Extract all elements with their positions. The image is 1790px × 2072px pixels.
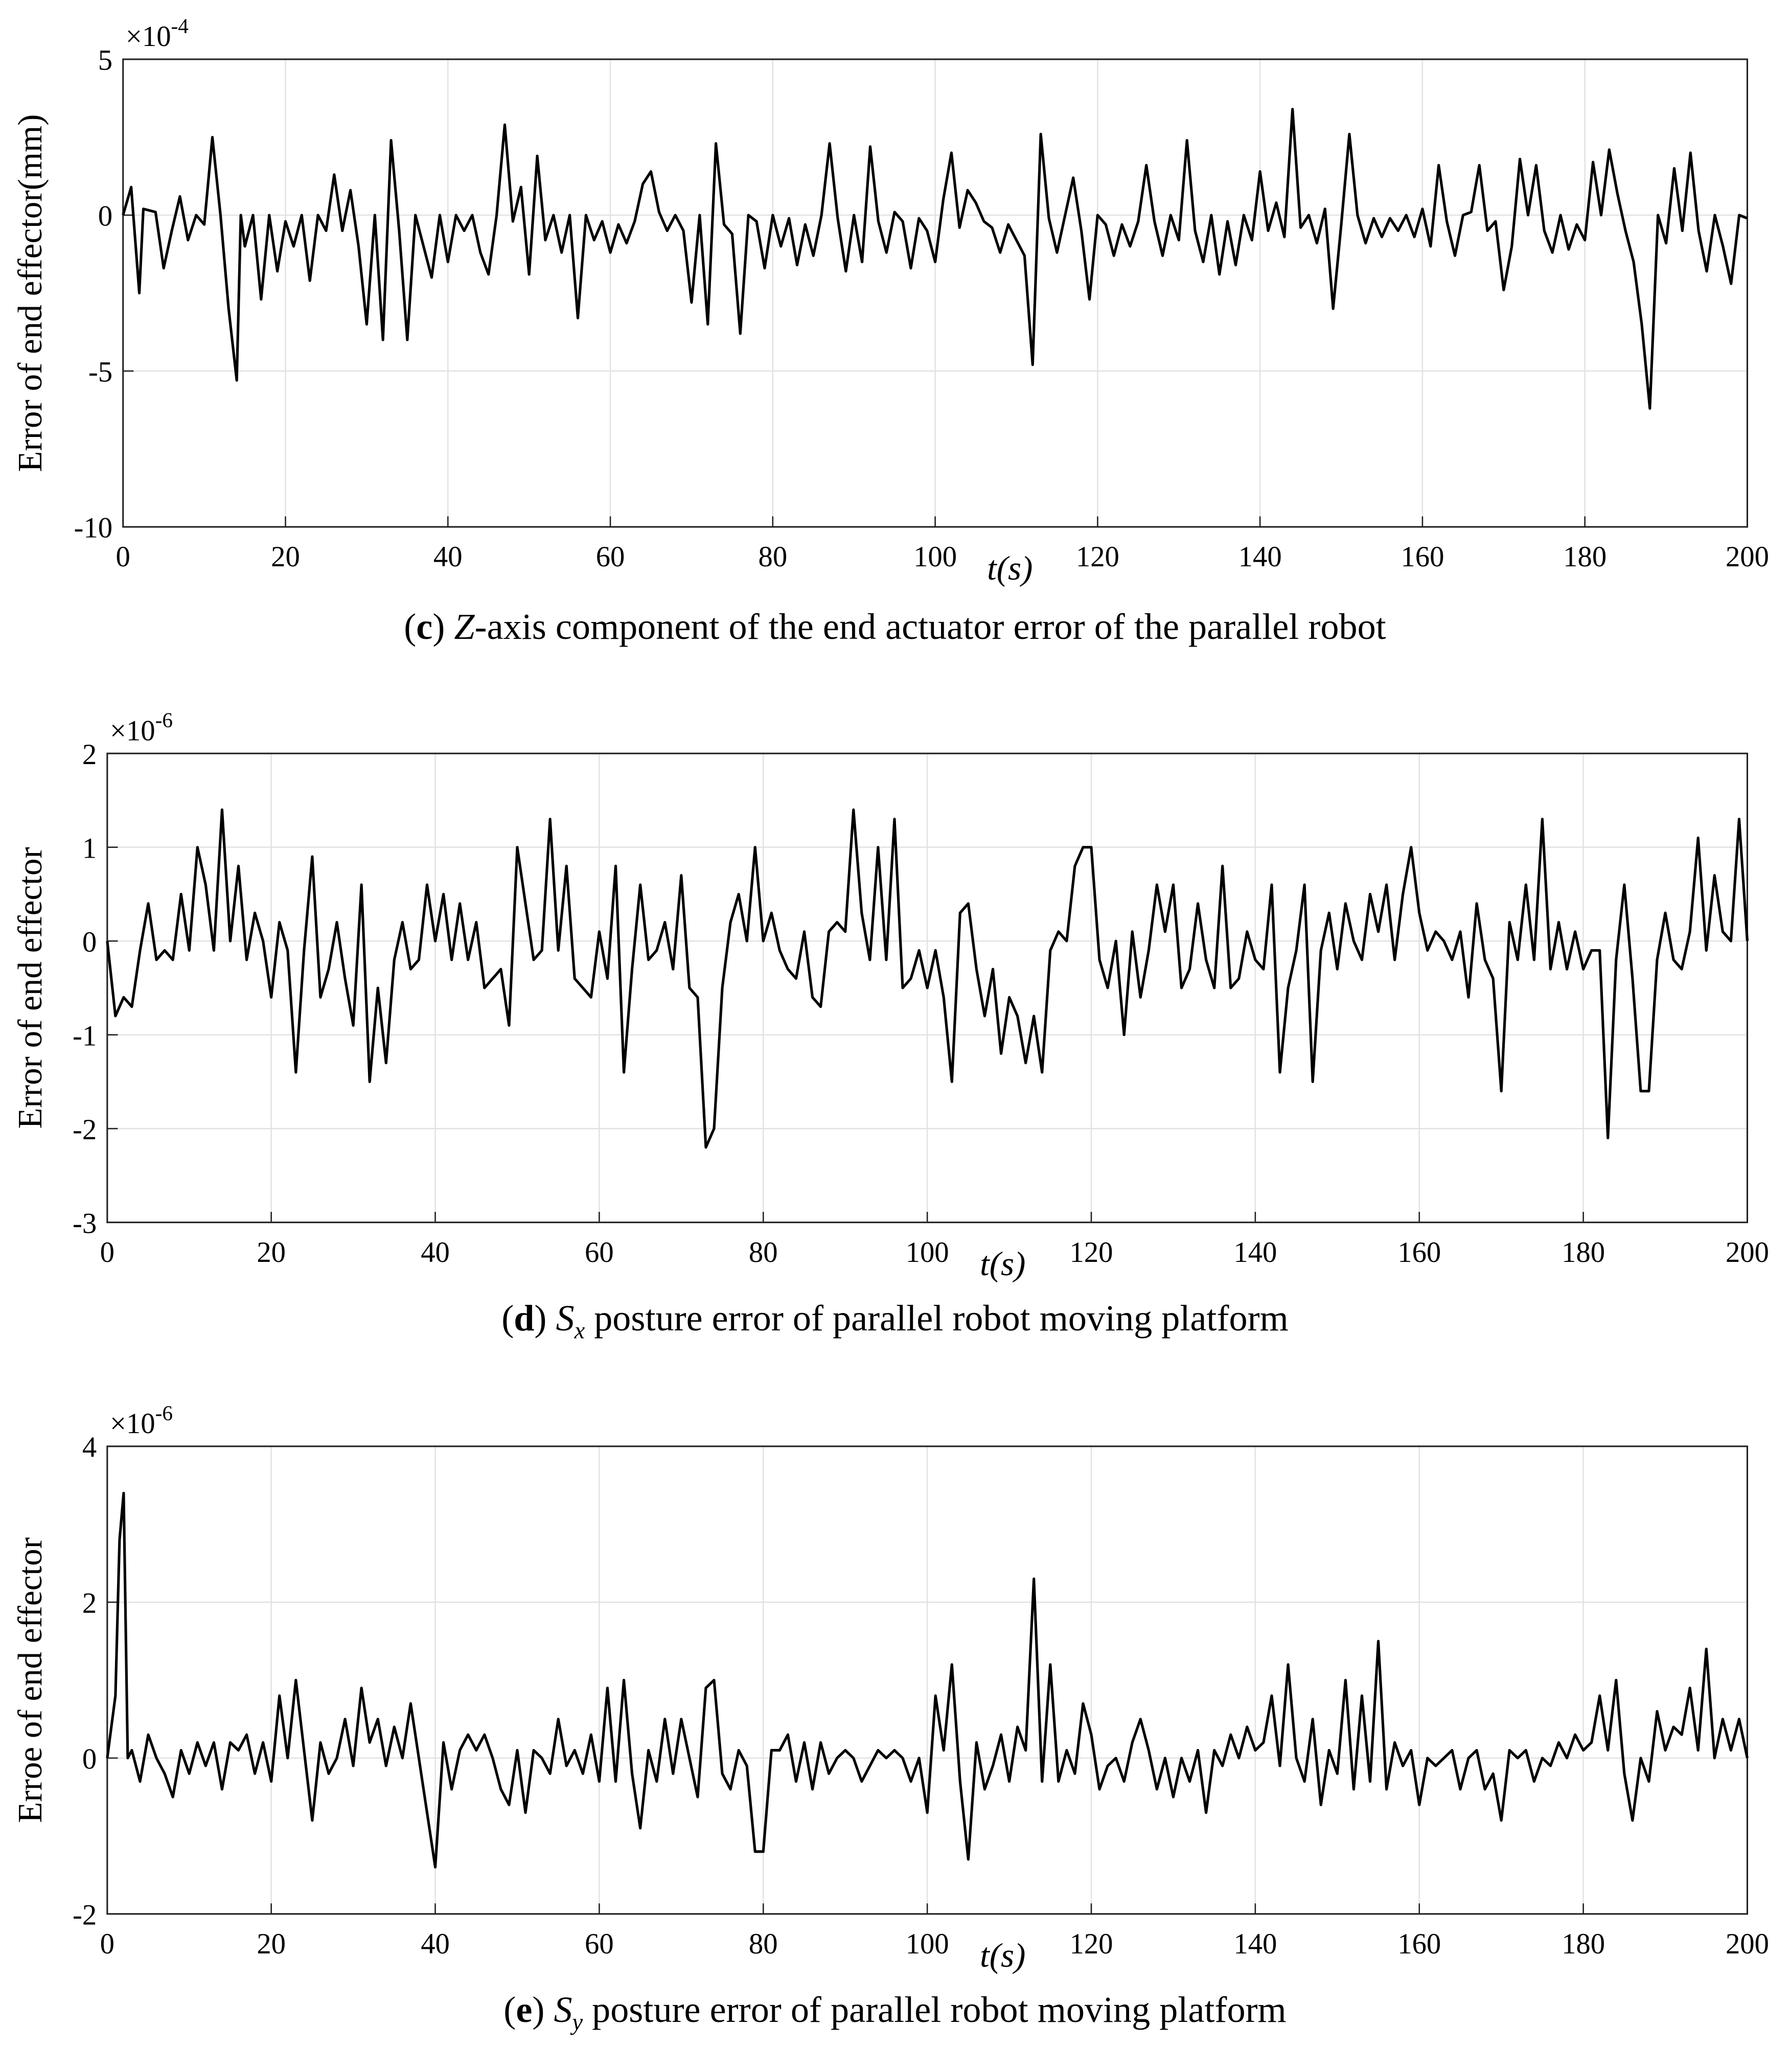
caption-run: ) [534,1298,556,1339]
x-tick-label: 60 [585,1928,614,1960]
x-tick-label: 160 [1397,1928,1441,1960]
y-tick-label: -5 [88,356,112,388]
caption-run: S [554,1989,572,2030]
exponent-power: -6 [155,708,173,732]
caption-run: -axis component of the end actuator erro… [475,606,1386,647]
x-tick-label: 200 [1726,541,1769,573]
y-tick-label: 5 [98,44,112,77]
plot-frame [122,58,1749,528]
caption-run: ( [404,606,416,647]
y-tick-label: -1 [73,1020,97,1052]
caption-run: c [416,606,432,647]
x-axis-label: t(s) [987,549,1032,587]
x-tick-label: 180 [1562,1928,1605,1960]
x-tick-label: 60 [596,541,625,573]
caption-run: Z [454,606,475,647]
x-tick-label: 80 [749,1928,778,1960]
y-tick-label: -10 [74,512,113,544]
x-tick-label: 180 [1562,1236,1605,1269]
data-line [106,808,1749,1149]
x-tick-label: 140 [1238,541,1282,573]
caption-run: ) [432,606,454,647]
y-axis-label: Error of end effector [11,847,49,1129]
x-tick-label: 140 [1233,1236,1277,1269]
caption-run: ) [532,1989,554,2030]
x-tick-label: 200 [1726,1236,1769,1269]
plot-frame [106,752,1749,1224]
y-axis-label: Erroe of end effector [11,1537,49,1823]
y-tick-label: 0 [82,926,97,958]
exponent-power: -4 [171,14,189,37]
caption-run: ( [503,1989,516,2030]
data-line [122,107,1748,410]
caption: (c) Z-axis component of the end actuator… [404,606,1386,647]
y-tick-label: -3 [73,1207,97,1239]
y-exponent: ×10-6 [110,1401,173,1440]
caption: (e) Sy posture error of parallel robot m… [503,1989,1286,2035]
y-axis-label: Error of end effector(mm) [11,114,49,472]
x-tick-label: 100 [906,1236,949,1269]
x-tick-label: 40 [433,541,463,573]
y-tick-label: -2 [73,1899,97,1931]
x-tick-label: 0 [116,541,130,573]
x-tick-label: 120 [1069,1236,1113,1269]
y-tick-label: -2 [73,1114,97,1146]
x-axis-label: t(s) [980,1937,1025,1974]
caption-run: y [570,2010,583,2036]
y-exponent: ×10-6 [110,708,173,747]
y-exponent: ×10-4 [126,14,189,53]
y-tick-label: 1 [82,832,97,864]
x-tick-label: 140 [1233,1928,1277,1960]
x-tick-label: 80 [749,1236,778,1269]
x-tick-label: 20 [271,541,300,573]
x-tick-label: 100 [906,1928,949,1960]
exponent-base: ×10 [110,715,155,747]
y-tick-label: 4 [82,1431,97,1463]
caption-run: posture error of parallel robot moving p… [585,1298,1289,1339]
data-line [106,1491,1749,1869]
x-tick-label: 120 [1076,541,1119,573]
caption-run: S [556,1298,575,1339]
x-tick-label: 0 [100,1928,114,1960]
x-tick-label: 120 [1069,1928,1113,1960]
y-tick-label: 0 [82,1743,97,1775]
x-tick-label: 40 [421,1928,450,1960]
x-tick-label: 40 [421,1236,450,1269]
x-tick-label: 200 [1726,1928,1769,1960]
x-tick-label: 20 [257,1236,286,1269]
exponent-base: ×10 [110,1408,155,1440]
x-tick-label: 160 [1397,1236,1441,1269]
exponent-base: ×10 [126,20,171,53]
x-tick-label: 80 [758,541,787,573]
y-tick-label: 0 [98,200,112,233]
x-tick-label: 0 [100,1236,114,1269]
caption-run: d [514,1298,534,1339]
x-tick-label: 180 [1563,541,1607,573]
plot-frame [106,1445,1749,1915]
exponent-power: -6 [155,1401,173,1424]
caption-run: posture error of parallel robot moving p… [583,1989,1287,2030]
caption-run: e [516,1989,532,2030]
x-tick-label: 160 [1401,541,1444,573]
caption-run: x [574,1318,585,1344]
caption-run: ( [501,1298,514,1339]
caption: (d) Sx posture error of parallel robot m… [501,1298,1289,1344]
x-tick-label: 20 [257,1928,286,1960]
x-tick-label: 100 [913,541,957,573]
x-axis-label: t(s) [980,1245,1025,1283]
y-tick-label: 2 [82,739,97,771]
y-tick-label: 2 [82,1587,97,1619]
x-tick-label: 60 [585,1236,614,1269]
